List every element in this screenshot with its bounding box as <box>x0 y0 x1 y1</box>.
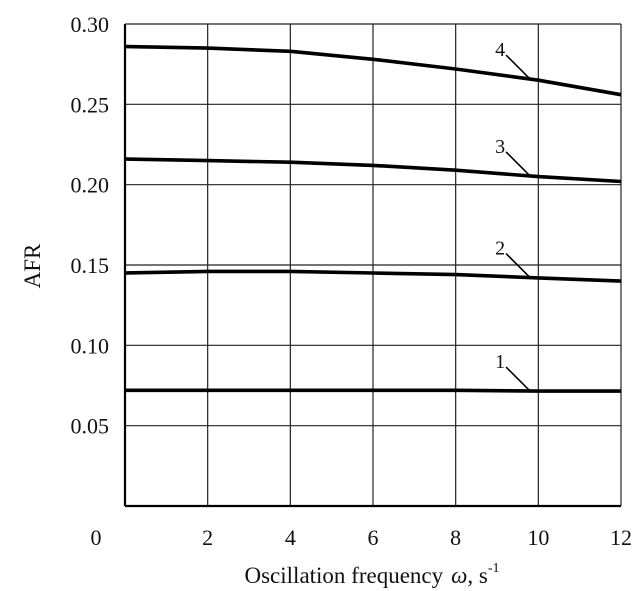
y-tick-label: 0.30 <box>71 12 110 37</box>
series-leader-4 <box>505 54 531 80</box>
y-tick-labels: 0.05 0.10 0.15 0.20 0.25 0.30 <box>71 12 110 439</box>
series-line-3 <box>124 157 622 184</box>
x-tick-label: 12 <box>610 525 632 550</box>
x-tick-label: 0 <box>91 525 102 550</box>
x-tick-label: 4 <box>285 525 296 550</box>
y-tick-label: 0.15 <box>71 253 110 278</box>
x-tick-label: 10 <box>527 525 549 550</box>
x-axis-title: Oscillation frequency ω, s-1 <box>245 561 500 588</box>
series-leader-3 <box>505 151 531 177</box>
x-axis-title-unit-exp: -1 <box>488 561 500 576</box>
y-tick-label: 0.05 <box>71 414 110 439</box>
series-label-1: 1 <box>495 351 505 373</box>
series-leader-1 <box>505 366 531 392</box>
series-labels: 1 2 3 4 <box>495 39 531 392</box>
series-label-4: 4 <box>495 39 505 61</box>
y-axis-title: AFR <box>20 243 45 288</box>
grid <box>125 23 622 506</box>
y-tick-label: 0.25 <box>71 92 110 117</box>
axes <box>123 24 621 508</box>
series-line-1 <box>125 388 621 393</box>
series-lines <box>124 44 622 393</box>
series-leader-2 <box>505 252 531 279</box>
series-label-3: 3 <box>495 136 505 158</box>
series-line-2 <box>124 269 622 283</box>
x-tick-label: 6 <box>368 525 379 550</box>
x-axis-title-text: Oscillation frequency <box>245 563 444 588</box>
y-tick-label: 0.10 <box>71 333 110 358</box>
x-tick-labels: 0 2 4 6 8 10 12 <box>91 525 633 550</box>
series-line-4 <box>124 44 622 97</box>
x-tick-label: 8 <box>450 525 461 550</box>
x-axis-title-symbol: ω <box>451 563 467 588</box>
series-label-2: 2 <box>495 238 505 260</box>
y-tick-label: 0.20 <box>71 173 110 198</box>
x-axis-title-unit: , s <box>467 563 488 588</box>
x-tick-label: 2 <box>202 525 213 550</box>
